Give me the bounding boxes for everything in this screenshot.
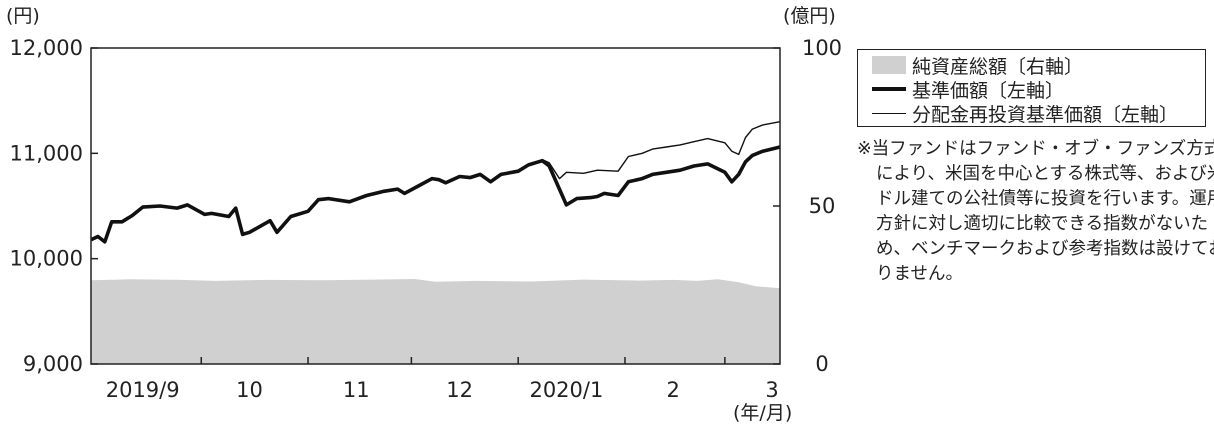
fund-note: ※当ファンドはファンド・オブ・ファンズ方式により、米国を中心とする株式等、および… [857,139,1214,284]
legend-label-nav-reinvested: 分配金再投資基準価額〔左軸〕 [912,103,1179,126]
series-area-net-assets [91,279,780,364]
y-right-tick-label: 50 [809,194,836,218]
y-left-tick-label: 9,000 [23,352,83,376]
x-tick-label: 11 [343,378,370,402]
y-right-unit: (億円) [783,5,836,27]
axis-labels: 12,000 11,000 10,000 9,000 100 50 0 2019/9 10 11 1… [6,5,842,424]
legend-label-nav: 基準価額〔左軸〕 [912,79,1065,102]
nav-swatch [872,87,906,91]
y-left-unit: (円) [6,5,40,27]
y-left-tick-label: 10,000 [10,247,83,271]
series-line-nav [90,145,781,244]
legend: 純資産総額〔右軸〕 基準価額〔左軸〕 分配金再投資基準価額〔左軸〕 [857,49,1206,127]
net-assets-area-layer [91,279,780,364]
x-tick-label: 12 [446,378,473,402]
axis-ticks [91,47,780,365]
y-left-tick-label: 12,000 [10,36,83,60]
legend-item-nav: 基準価額〔左軸〕 [872,77,1205,102]
legend-label-net-assets: 純資産総額〔右軸〕 [912,55,1084,78]
nav-lines-layer [90,121,781,244]
x-tick-label: 2 [667,378,680,402]
x-unit: (年/月) [733,402,792,424]
nav-reinvested-swatch [872,112,906,114]
x-tick-label: 10 [236,378,263,402]
x-tick-label: 3 [765,378,778,402]
net-assets-swatch [872,56,906,74]
y-right-tick-label: 0 [815,352,828,376]
series-line-nav-reinvested [90,121,781,243]
y-right-tick-label: 100 [802,36,842,60]
x-tick-label: 2020/1 [529,378,603,402]
legend-item-nav-reinvested: 分配金再投資基準価額〔左軸〕 [872,101,1205,126]
y-left-tick-label: 11,000 [10,141,83,165]
legend-item-net-assets: 純資産総額〔右軸〕 [872,53,1205,78]
x-tick-label: 2019/9 [106,378,180,402]
